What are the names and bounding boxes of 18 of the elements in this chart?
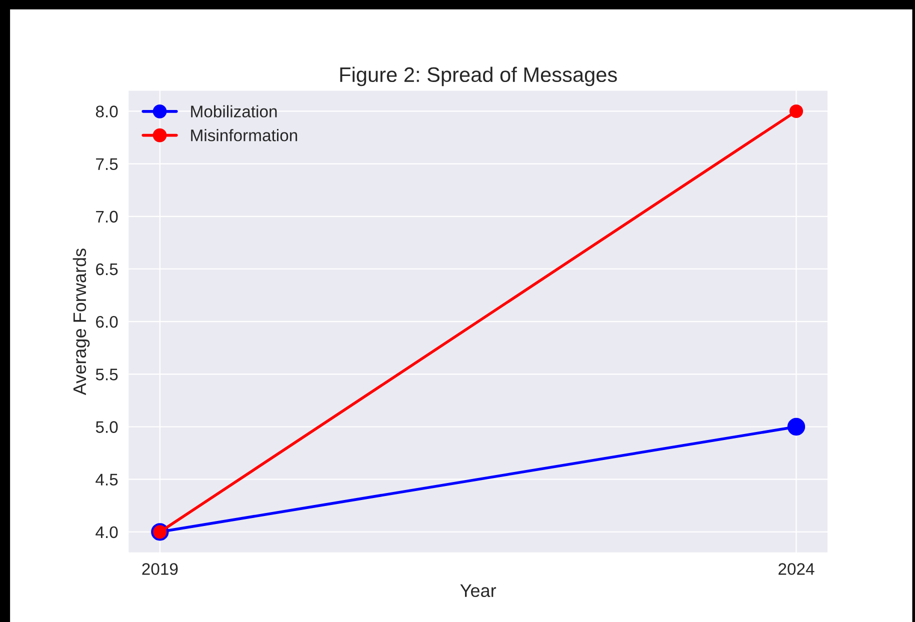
x-tick-label: 2024 [778,563,814,575]
point [787,418,806,436]
legend-label: Misinformation [191,129,298,142]
y-tick-label: 5.5 [96,368,118,380]
x-tick-label: 2019 [142,563,178,575]
y-tick-label: 4.0 [96,526,118,538]
y-tick-label: 8.0 [96,106,118,118]
y-tick-label: 5.0 [96,421,118,433]
y-tick-label: 7.5 [96,158,118,170]
x-axis-title: Year [460,584,496,598]
y-axis-title: Average Forwards [72,248,90,396]
y-tick-label: 6.0 [96,316,118,328]
legend-label: Mobilization [191,105,277,118]
y-tick-label: 4.5 [96,474,118,486]
chart-title: Figure 2: Spread of Messages [340,66,617,86]
y-tick-label: 6.5 [96,263,118,276]
y-tick-label: 7.0 [96,210,118,223]
point [789,104,804,118]
